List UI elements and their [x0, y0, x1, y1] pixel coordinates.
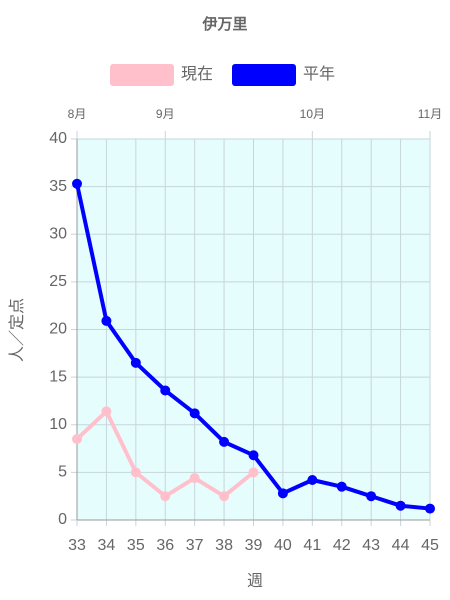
- point: [72, 178, 82, 189]
- point: [307, 474, 318, 485]
- x-tick-label: 41: [303, 537, 321, 554]
- x-tick-label: 35: [127, 537, 145, 554]
- x-tick-label: 38: [215, 537, 233, 554]
- y-tick-label: 35: [49, 178, 67, 195]
- x-tick-label: 37: [186, 537, 204, 554]
- point: [219, 436, 230, 447]
- point: [130, 467, 141, 478]
- x-axis-label: 週: [247, 572, 263, 590]
- point: [366, 491, 377, 502]
- x-tick-label: 42: [333, 537, 351, 554]
- legend-label: 現在: [181, 65, 213, 83]
- point: [130, 357, 141, 368]
- x-tick-label: 44: [392, 537, 410, 554]
- y-tick-label: 20: [49, 321, 67, 338]
- y-tick-label: 0: [58, 511, 67, 528]
- point: [189, 473, 200, 484]
- x-tick-label: 34: [98, 537, 116, 554]
- point: [72, 434, 82, 445]
- y-tick-label: 5: [58, 464, 67, 481]
- point: [336, 481, 347, 492]
- y-tick-label: 30: [49, 225, 67, 242]
- point: [277, 488, 288, 499]
- x-tick-label: 33: [68, 537, 86, 554]
- point: [101, 315, 112, 326]
- x-tick-label: 36: [156, 537, 174, 554]
- point: [160, 385, 171, 396]
- point: [219, 491, 230, 502]
- point: [425, 503, 435, 514]
- top-tick-label: 11月: [418, 107, 442, 121]
- y-tick-label: 25: [49, 273, 67, 290]
- legend-swatch: [110, 64, 174, 86]
- x-tick-label: 45: [421, 537, 439, 554]
- y-tick-label: 10: [49, 416, 67, 433]
- point: [248, 467, 259, 478]
- legend-label: 平年: [303, 65, 335, 83]
- point: [101, 406, 112, 417]
- legend-swatch: [232, 64, 296, 86]
- point: [395, 500, 406, 511]
- x-tick-label: 40: [274, 537, 292, 554]
- point: [160, 491, 171, 502]
- x-tick-label: 39: [245, 537, 263, 554]
- top-tick-label: 8月: [68, 107, 87, 121]
- top-tick-label: 9月: [156, 107, 175, 121]
- y-axis-label: 人／定点: [8, 298, 26, 362]
- top-tick-label: 10月: [300, 107, 325, 121]
- point: [189, 408, 200, 419]
- y-tick-label: 15: [49, 368, 67, 385]
- y-tick-label: 40: [49, 130, 67, 147]
- x-tick-label: 43: [362, 537, 380, 554]
- point: [248, 450, 259, 461]
- chart-title: 伊万里: [201, 15, 247, 33]
